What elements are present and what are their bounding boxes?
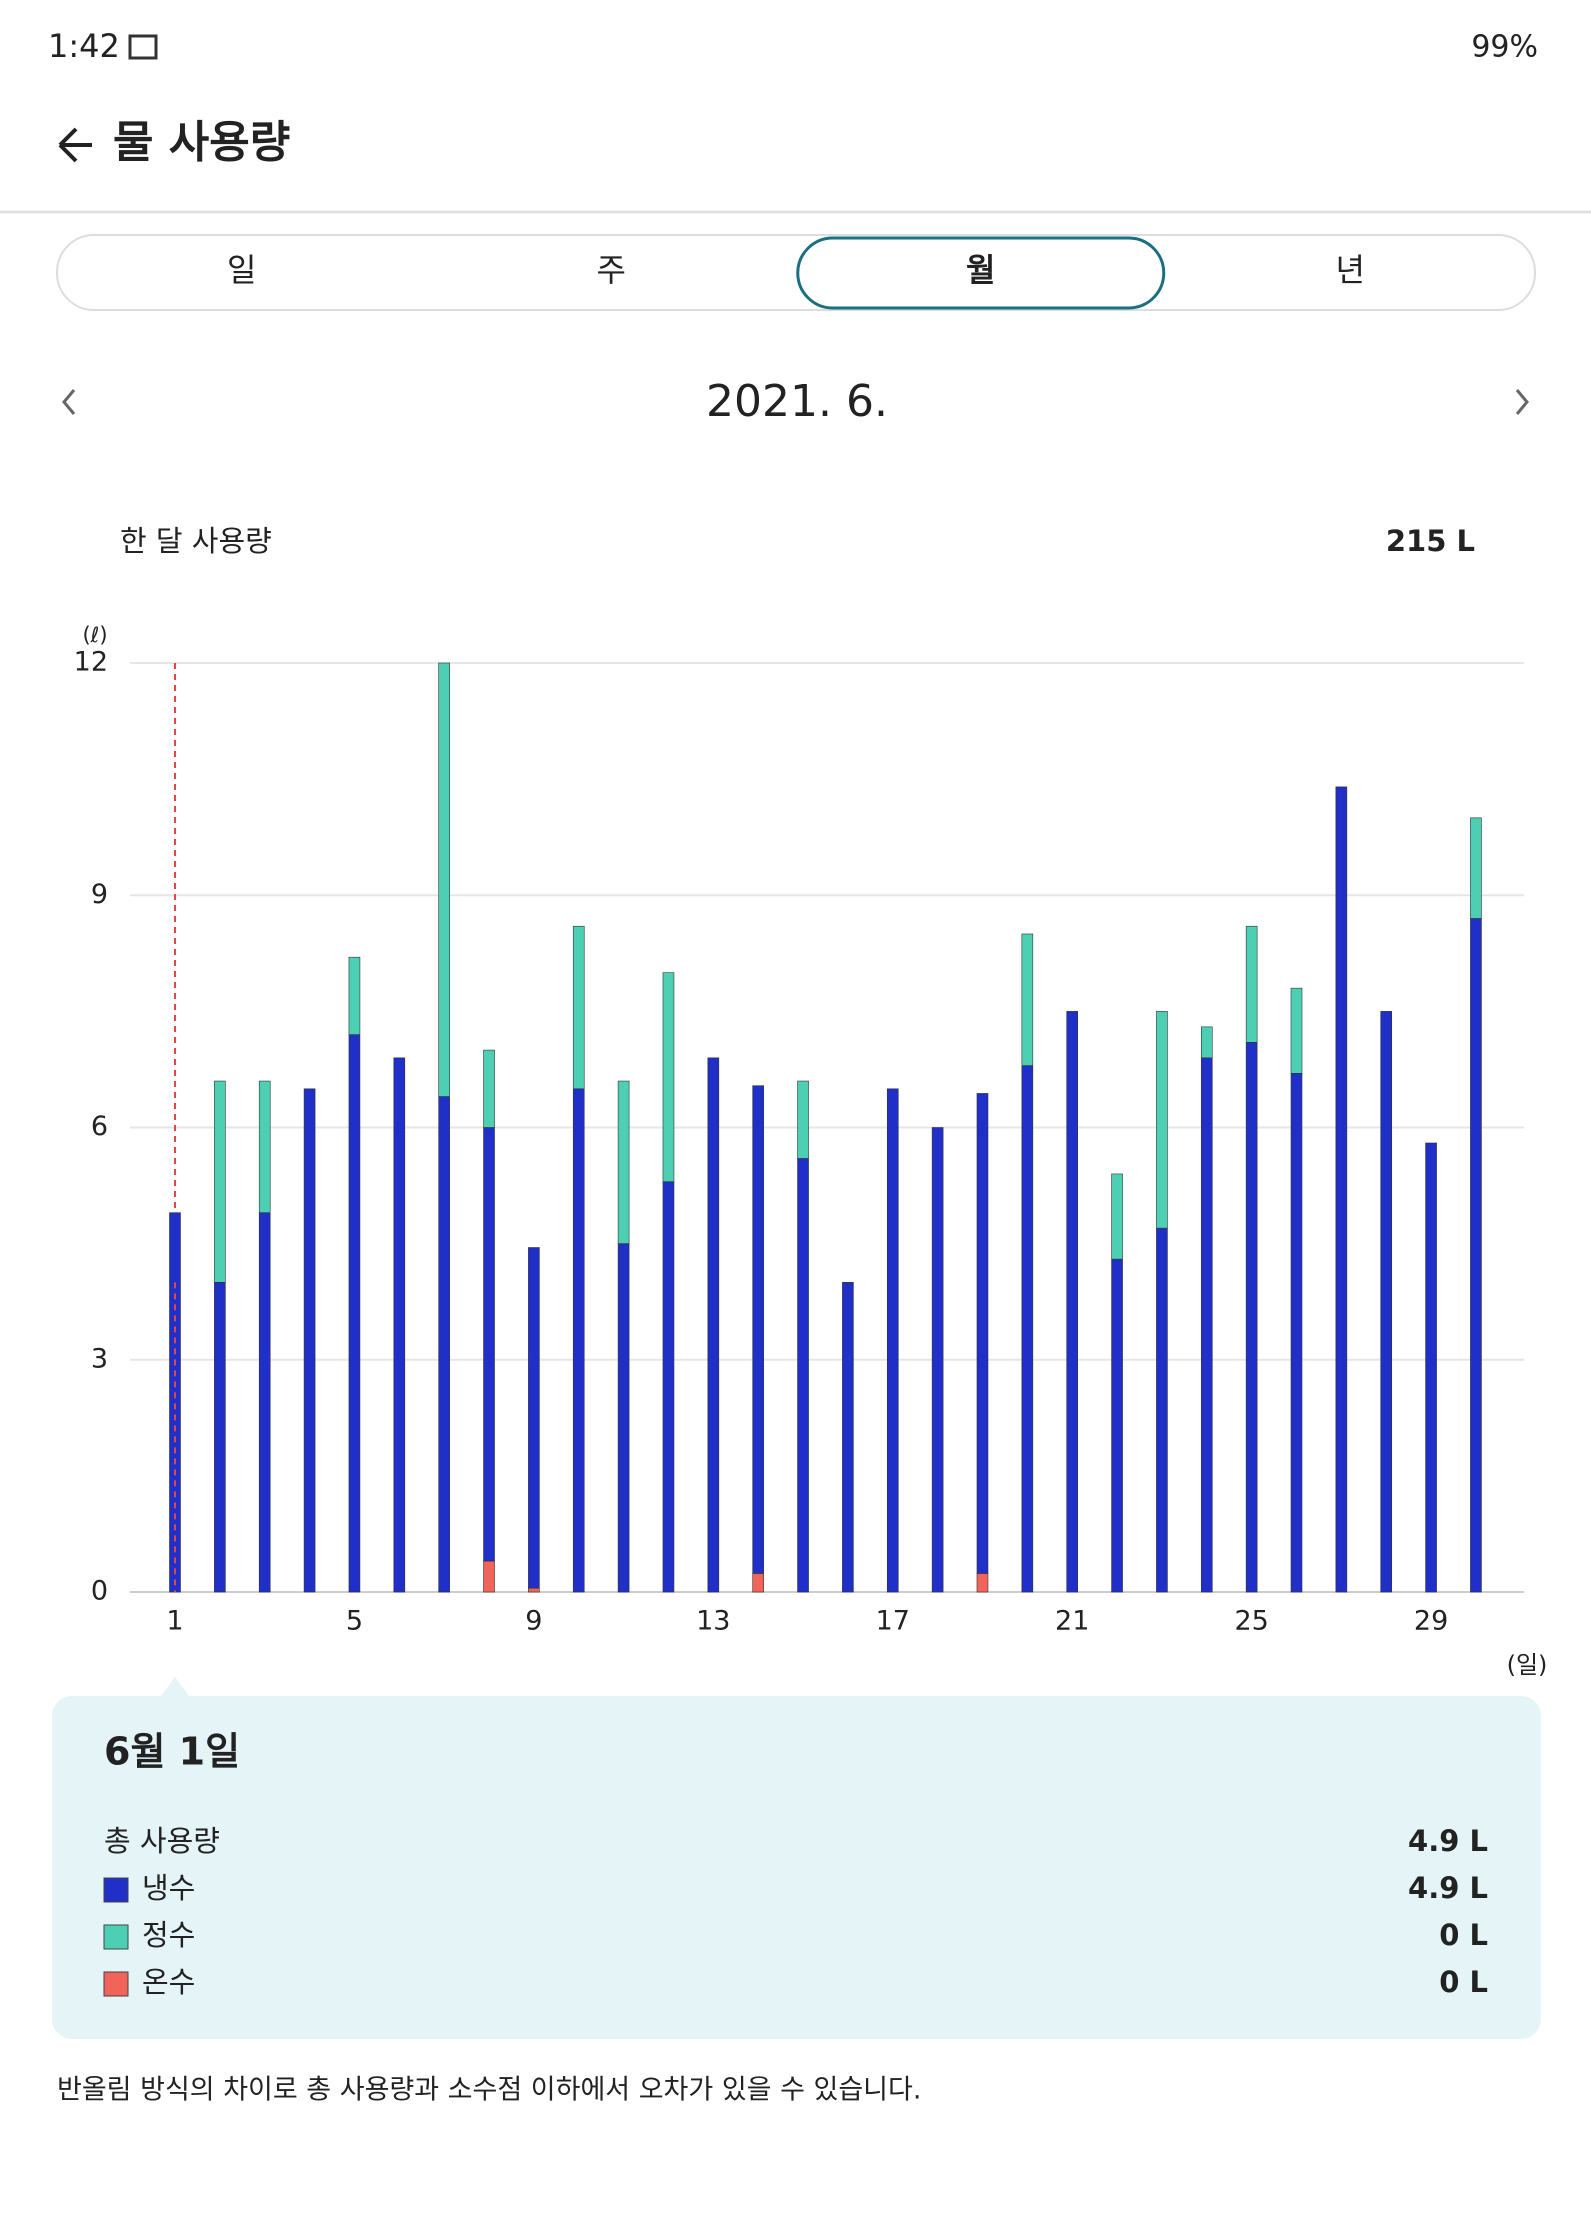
tab-bar <box>56 234 1536 311</box>
back-button[interactable] <box>58 127 92 163</box>
tooltip-value: 4.9 L <box>1408 1871 1488 1905</box>
bar-segment <box>572 1088 585 1593</box>
bar-segment <box>1335 786 1348 1593</box>
page-title: 물 사용량 <box>113 117 290 168</box>
tooltip-title: 6월 1일 <box>104 1730 240 1774</box>
bar-segment <box>1290 987 1303 1074</box>
tooltip-total: 4.9 L <box>1408 1824 1488 1858</box>
bar-segment <box>258 1212 271 1593</box>
x-tick-label: 1 <box>166 1606 183 1637</box>
y-unit: (ℓ) <box>82 623 107 647</box>
x-tick-label: 9 <box>525 1606 542 1637</box>
bar-segment <box>438 1096 450 1593</box>
x-tick-label: 13 <box>696 1606 730 1637</box>
bar-segment <box>572 925 585 1090</box>
bar-segment <box>707 1057 720 1593</box>
bar-segment <box>1245 1042 1258 1593</box>
bar-segment <box>1021 933 1034 1066</box>
bar-segment <box>1156 1227 1168 1593</box>
bar-segment <box>1111 1173 1123 1260</box>
status-battery: 99% <box>1471 30 1538 65</box>
footnote: 반올림 방식의 차이로 총 사용량과 소수점 이하에서 오차가 있을 수 있습니… <box>57 2075 921 2106</box>
bar-segment <box>348 1034 361 1593</box>
bar-segment <box>483 1127 495 1562</box>
bar-segment <box>169 1212 181 1593</box>
y-tick-label: 9 <box>91 879 108 910</box>
bar-segment <box>1156 1011 1168 1229</box>
bar-segment <box>886 1088 899 1593</box>
tooltip-value: 0 L <box>1439 1918 1488 1952</box>
bar-segment <box>752 1085 764 1574</box>
bar-segment <box>1290 1073 1303 1593</box>
x-tick-label: 21 <box>1055 1606 1089 1637</box>
bar-segment <box>348 956 361 1035</box>
bar-segment <box>931 1127 944 1593</box>
bar-segment <box>393 1057 406 1593</box>
y-tick-label: 3 <box>91 1343 108 1374</box>
bar-segment <box>1111 1258 1123 1593</box>
legend-swatch <box>103 1924 129 1950</box>
bar-segment <box>752 1573 764 1593</box>
bar-segment <box>617 1080 630 1244</box>
tooltip-pointer <box>161 1677 189 1696</box>
tab-selected <box>796 236 1166 310</box>
bar-segment <box>528 1587 540 1593</box>
bar-segment <box>214 1080 226 1283</box>
bar-segment <box>483 1560 495 1593</box>
bar-segment <box>797 1158 809 1593</box>
x-unit: (일) <box>1507 1651 1548 1679</box>
x-tick-label: 5 <box>346 1606 363 1637</box>
bar-segment <box>438 662 450 1097</box>
bar-segment <box>1200 1026 1213 1059</box>
summary-label: 한 달 사용량 <box>120 524 272 558</box>
tab[interactable]: 월 <box>966 251 995 289</box>
x-tick-label: 17 <box>876 1606 910 1637</box>
x-tick-label: 25 <box>1234 1606 1268 1637</box>
bar-segment <box>1066 1011 1078 1593</box>
tab[interactable]: 주 <box>597 251 626 289</box>
x-tick-label: 29 <box>1414 1606 1448 1637</box>
y-tick-label: 12 <box>74 647 108 678</box>
legend-swatch <box>103 1971 129 1997</box>
period-label: 2021. 6. <box>706 376 888 427</box>
bar-segment <box>258 1080 271 1213</box>
bar-segment <box>483 1049 495 1128</box>
next-button[interactable] <box>1515 389 1529 415</box>
bar-segment <box>303 1088 316 1593</box>
bar-segment <box>976 1573 989 1593</box>
tooltip-value: 0 L <box>1439 1965 1488 1999</box>
status-time: 1:42 <box>48 27 120 65</box>
legend-swatch <box>103 1877 129 1903</box>
legend-label: 냉수 <box>142 1871 195 1905</box>
bar-segment <box>214 1282 226 1593</box>
legend-label: 온수 <box>142 1965 195 1999</box>
legend-label: 정수 <box>142 1918 195 1952</box>
bar-segment <box>1200 1057 1213 1593</box>
bar-segment <box>617 1243 630 1593</box>
y-tick-label: 0 <box>91 1576 108 1607</box>
bar-segment <box>1380 1011 1393 1593</box>
bar-segment <box>976 1093 989 1574</box>
tooltip-total-label: 총 사용량 <box>104 1824 220 1858</box>
tooltip <box>52 1696 1541 2039</box>
bar-segment <box>797 1080 809 1159</box>
bar-segment <box>1425 1142 1437 1593</box>
summary-value: 215 L <box>1386 524 1475 558</box>
bar-segment <box>1470 918 1482 1593</box>
bar-segment <box>842 1282 854 1593</box>
bar-segment <box>662 1181 675 1593</box>
image-icon <box>128 34 158 60</box>
y-tick-label: 6 <box>91 1111 108 1142</box>
bar-segment <box>1470 817 1482 919</box>
bar-segment <box>662 972 675 1182</box>
tab[interactable]: 일 <box>227 251 256 289</box>
bar-segment <box>1021 1065 1034 1593</box>
bar-segment <box>528 1247 540 1589</box>
tab[interactable]: 년 <box>1336 251 1365 289</box>
bar-segment <box>1245 925 1258 1043</box>
prev-button[interactable] <box>62 389 76 415</box>
